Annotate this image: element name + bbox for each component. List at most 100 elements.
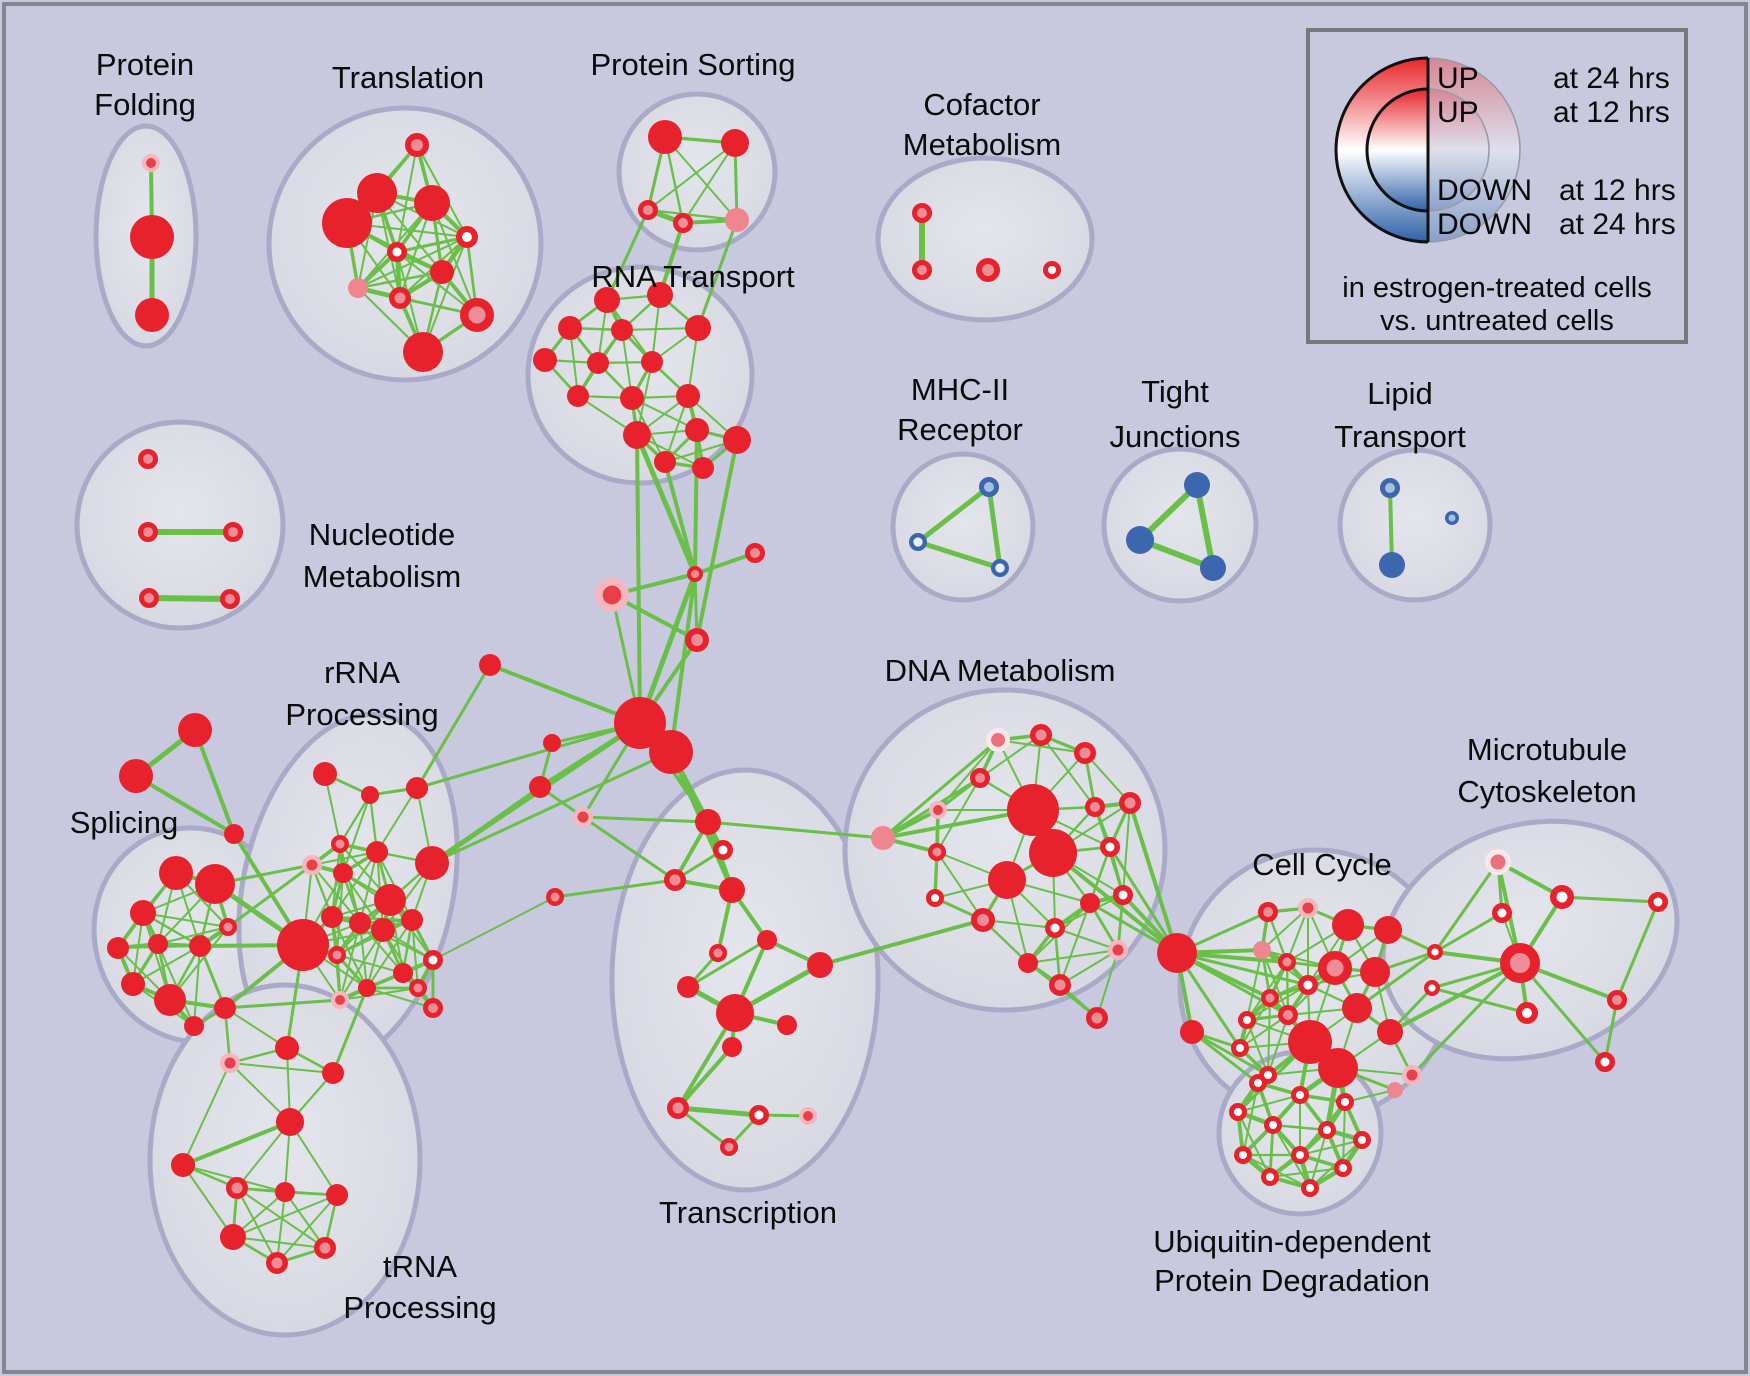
network-edge xyxy=(1096,949,1119,1019)
network-node-tj2 xyxy=(1126,526,1154,554)
network-node-tx13 xyxy=(716,994,754,1032)
network-node-fn1 xyxy=(479,654,501,676)
network-node-ps5 xyxy=(725,208,749,232)
network-node-tx4 xyxy=(695,809,721,835)
network-edge xyxy=(982,919,1056,929)
network-node-dm7 xyxy=(1007,784,1059,836)
network-node-ub3 xyxy=(1335,1092,1354,1111)
network-edge xyxy=(232,1194,338,1238)
network-edge xyxy=(432,896,556,961)
network-node-tx5 xyxy=(713,840,733,860)
network-node-rr7 xyxy=(333,863,353,883)
network-node-rr1 xyxy=(313,762,337,786)
network-node-lp2 xyxy=(1379,552,1405,578)
network-edge xyxy=(1122,802,1131,896)
network-node-cf2 xyxy=(912,260,932,280)
network-node-tx9 xyxy=(757,930,777,950)
network-node-mt4 xyxy=(1500,943,1540,983)
network-node-rr16 xyxy=(393,963,413,983)
network-node-mt3 xyxy=(1492,903,1512,923)
network-edge xyxy=(366,987,434,1009)
network-node-tx14 xyxy=(777,1015,797,1035)
cluster-region-rna-transport xyxy=(525,264,755,486)
network-node-rt14 xyxy=(723,426,751,454)
network-edge xyxy=(193,945,201,1027)
network-edge xyxy=(1059,902,1091,986)
network-edge xyxy=(226,863,314,929)
network-edge xyxy=(224,1007,288,1049)
cluster-label-tight-junctions-line1: Tight xyxy=(1141,374,1209,409)
network-node-rr10 xyxy=(321,906,343,928)
network-node-lp3 xyxy=(1445,511,1459,525)
legend-up24-label: UP xyxy=(1437,62,1479,95)
network-node-sp5 xyxy=(148,934,168,954)
network-edge xyxy=(283,1190,327,1250)
network-node-pf3 xyxy=(135,298,169,332)
network-edge xyxy=(342,794,371,874)
network-node-dm1 xyxy=(986,728,1011,753)
network-node-tr8 xyxy=(348,278,368,298)
cluster-label-trna-processing-line1: tRNA xyxy=(383,1249,457,1284)
cluster-label-rna-transport-line1: RNA Transport xyxy=(591,259,795,294)
network-node-cc15 xyxy=(1230,1038,1249,1057)
network-edge xyxy=(1355,950,1437,1010)
network-node-rr18 xyxy=(358,979,376,997)
network-node-cc4 xyxy=(1374,916,1402,944)
network-edge xyxy=(1388,961,1522,1034)
network-node-pf2 xyxy=(130,215,174,259)
network-node-pf1 xyxy=(141,153,160,172)
cluster-labels: Protein Folding Translation Protein Sorting… xyxy=(70,47,1637,1325)
cluster-label-ubiquitin-degradation-line1: Ubiquitin-dependent xyxy=(1153,1224,1431,1259)
network-node-sp8 xyxy=(154,984,186,1016)
network-node-tr9 xyxy=(389,287,411,309)
network-edge xyxy=(1267,997,1271,1076)
network-node-nm2 xyxy=(138,522,158,542)
network-node-rt7 xyxy=(587,352,609,374)
network-node-cc13 xyxy=(1342,993,1372,1023)
network-edge xyxy=(331,916,368,989)
network-node-cc3 xyxy=(1332,909,1364,941)
network-edge xyxy=(1190,1030,1270,1077)
network-node-mt6 xyxy=(1516,1002,1539,1025)
network-node-tr2 xyxy=(357,173,397,213)
network-edge xyxy=(1430,986,1529,1015)
legend-up12-time: at 12 hrs xyxy=(1553,96,1670,129)
network-node-rr17 xyxy=(409,979,427,997)
cluster-label-mhc-ii-receptor-line1: MHC-II xyxy=(911,372,1009,407)
network-edge xyxy=(637,571,698,726)
network-edge xyxy=(675,1105,762,1118)
cluster-label-dna-metabolism-line1: DNA Metabolism xyxy=(885,653,1116,688)
network-node-ub1 xyxy=(1248,1073,1267,1092)
legend-ring-outer-outline-faded xyxy=(1427,57,1521,243)
network-edge xyxy=(357,236,468,289)
network-edge xyxy=(663,460,697,576)
network-edge xyxy=(581,815,677,882)
network-edge xyxy=(1560,895,1660,904)
legend-down12-label: DOWN xyxy=(1437,174,1532,207)
network-edge xyxy=(553,878,677,899)
network-edge xyxy=(681,141,737,225)
network-node-rr12 xyxy=(371,918,395,942)
network-node-fr2 xyxy=(119,759,153,793)
network-edge xyxy=(132,945,201,985)
cluster-label-lipid-transport-line2: Transport xyxy=(1334,419,1466,454)
network-node-db3 xyxy=(1180,1020,1204,1044)
network-edge xyxy=(182,1062,231,1166)
cluster-region-dna-metabolism xyxy=(842,687,1168,1013)
network-node-sp3 xyxy=(130,900,156,926)
network-node-tn10 xyxy=(220,1224,246,1250)
network-node-rr15 xyxy=(423,950,443,970)
network-node-dm11 xyxy=(1085,797,1105,817)
network-node-sp9 xyxy=(219,918,237,936)
legend-footer-line1: in estrogen-treated cells xyxy=(1342,272,1652,304)
network-edge xyxy=(1128,801,1179,955)
network-edge xyxy=(142,912,229,928)
network-node-tx10 xyxy=(709,944,727,962)
cluster-label-translation-line1: Translation xyxy=(332,60,484,95)
network-node-cc9 xyxy=(1298,975,1318,995)
network-node-tx18 xyxy=(799,1107,818,1126)
network-node-cc11 xyxy=(1237,1010,1256,1029)
network-node-cc6 xyxy=(1278,953,1296,971)
network-node-ub9 xyxy=(1290,1145,1309,1164)
network-edge xyxy=(693,428,699,576)
